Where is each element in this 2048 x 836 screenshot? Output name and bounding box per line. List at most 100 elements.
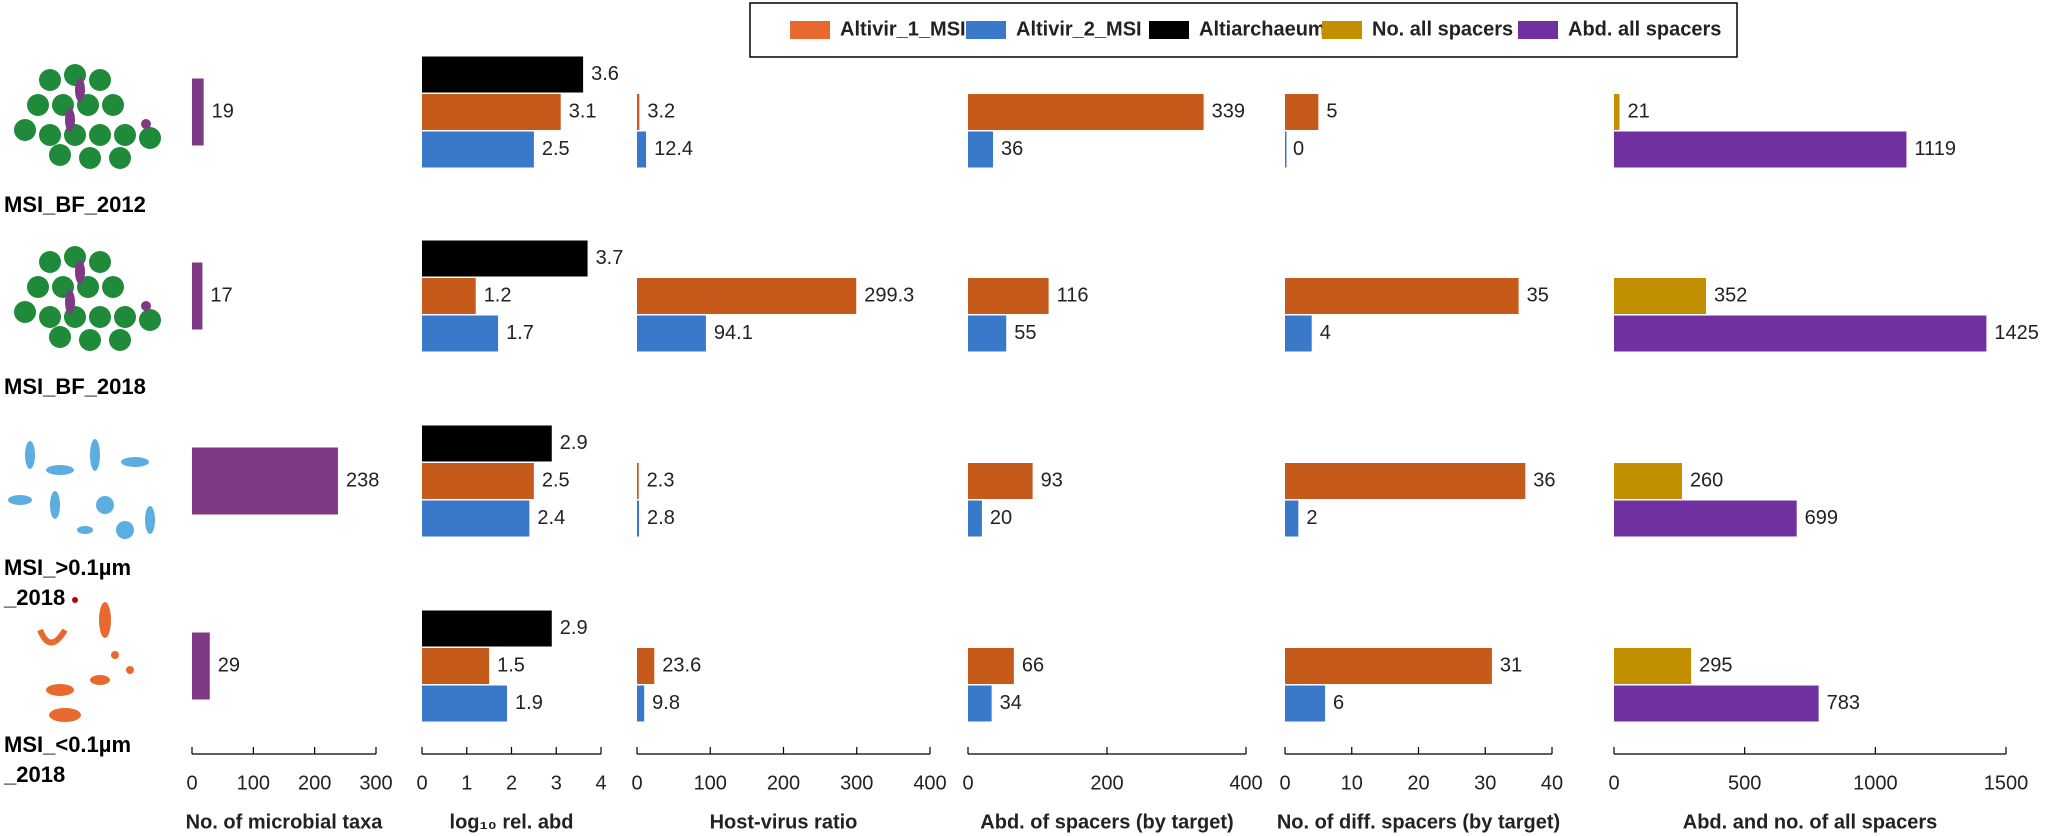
x-tick-label: 0 [962, 772, 973, 794]
value-label: 19 [212, 100, 234, 122]
value-label: 116 [1057, 284, 1089, 306]
value-label: 6 [1333, 692, 1344, 714]
x-axis-title: No. of microbial taxa [186, 811, 384, 833]
x-tick-label: 500 [1728, 772, 1761, 794]
row-label: MSI_>0.1µm _2018 [4, 555, 132, 610]
value-label: 1.7 [506, 322, 534, 344]
bar [1614, 131, 1907, 168]
value-label: 1.2 [484, 284, 512, 306]
value-label: 1425 [1994, 322, 2039, 344]
bar [422, 131, 534, 168]
value-label: 34 [1000, 692, 1022, 714]
bar [1614, 278, 1706, 314]
legend-box [749, 2, 1738, 58]
bar [1285, 315, 1312, 352]
x-tick-label: 1 [461, 772, 472, 794]
legend-label: Altivir_2_MSI [1016, 18, 1142, 40]
x-tick-label: 2 [506, 772, 517, 794]
legend-label: No. all spacers [1372, 18, 1513, 40]
value-label: 2 [1306, 507, 1317, 529]
row-label: MSI_BF_2012 [4, 192, 146, 217]
x-tick-label: 200 [1090, 772, 1123, 794]
bar [1285, 685, 1326, 722]
bar [422, 56, 584, 93]
bar [422, 463, 534, 499]
bar [1614, 463, 1682, 499]
bar [968, 648, 1014, 684]
bar [1614, 648, 1692, 684]
x-tick-label: 1000 [1853, 772, 1898, 794]
x-tick-label: 3 [551, 772, 562, 794]
value-label: 20 [990, 507, 1012, 529]
bar [968, 685, 992, 722]
bar [1285, 463, 1526, 499]
bar [968, 315, 1007, 352]
bar [192, 262, 203, 330]
value-label: 2.9 [560, 617, 588, 639]
x-tick-label: 0 [1279, 772, 1290, 794]
value-label: 35 [1527, 284, 1549, 306]
value-label: 36 [1533, 469, 1555, 491]
x-tick-label: 1500 [1984, 772, 2029, 794]
value-label: 23.6 [662, 654, 701, 676]
value-label: 295 [1699, 654, 1732, 676]
bar [637, 463, 639, 499]
value-label: 36 [1001, 138, 1023, 160]
value-label: 3.2 [647, 100, 675, 122]
value-label: 29 [218, 654, 240, 676]
value-label: 2.8 [647, 507, 675, 529]
value-label: 2.5 [542, 469, 570, 491]
x-tick-label: 100 [237, 772, 270, 794]
legend-label: Altivir_1_MSI [840, 18, 966, 40]
bar [422, 500, 530, 537]
x-tick-label: 200 [298, 772, 331, 794]
bar [422, 425, 552, 462]
bar [192, 447, 338, 515]
x-tick-label: 40 [1541, 772, 1563, 794]
value-label: 93 [1041, 469, 1063, 491]
x-axis-title: log₁₀ rel. abd [450, 811, 574, 833]
icon-bf-2012 [14, 64, 161, 169]
value-label: 3.7 [596, 247, 624, 269]
x-tick-label: 0 [631, 772, 642, 794]
value-label: 9.8 [652, 692, 680, 714]
value-label: 1.9 [515, 692, 543, 714]
x-tick-label: 0 [186, 772, 197, 794]
value-label: 12.4 [654, 138, 693, 160]
x-tick-label: 400 [1229, 772, 1262, 794]
value-label: 5 [1326, 100, 1337, 122]
bar [637, 131, 647, 168]
bar [637, 278, 857, 314]
bar [1285, 648, 1492, 684]
legend-swatch [790, 21, 830, 39]
legend-label: Abd. all spacers [1568, 18, 1721, 40]
legend-swatch [966, 21, 1006, 39]
bar [968, 463, 1033, 499]
row-label: MSI_BF_2018 [4, 374, 146, 399]
value-label: 260 [1690, 469, 1723, 491]
x-tick-label: 0 [1608, 772, 1619, 794]
x-tick-label: 200 [767, 772, 800, 794]
bar [637, 94, 640, 130]
value-label: 55 [1014, 322, 1036, 344]
x-tick-label: 300 [359, 772, 392, 794]
bar [968, 500, 982, 537]
bar [968, 131, 994, 168]
bar [637, 315, 706, 352]
bar [968, 94, 1204, 130]
legend-swatch [1149, 21, 1189, 39]
value-label: 3.1 [569, 100, 597, 122]
x-axis-title: Abd. and no. of all spacers [1683, 811, 1938, 833]
bar [637, 500, 640, 537]
icon-lt-01 [37, 597, 134, 722]
row-label: MSI_<0.1µm _2018 [4, 732, 132, 787]
value-label: 21 [1627, 100, 1649, 122]
bar [192, 632, 210, 700]
bar [1285, 94, 1319, 130]
x-tick-label: 300 [840, 772, 873, 794]
bar [1614, 94, 1620, 130]
value-label: 299.3 [864, 284, 914, 306]
x-tick-label: 30 [1474, 772, 1496, 794]
